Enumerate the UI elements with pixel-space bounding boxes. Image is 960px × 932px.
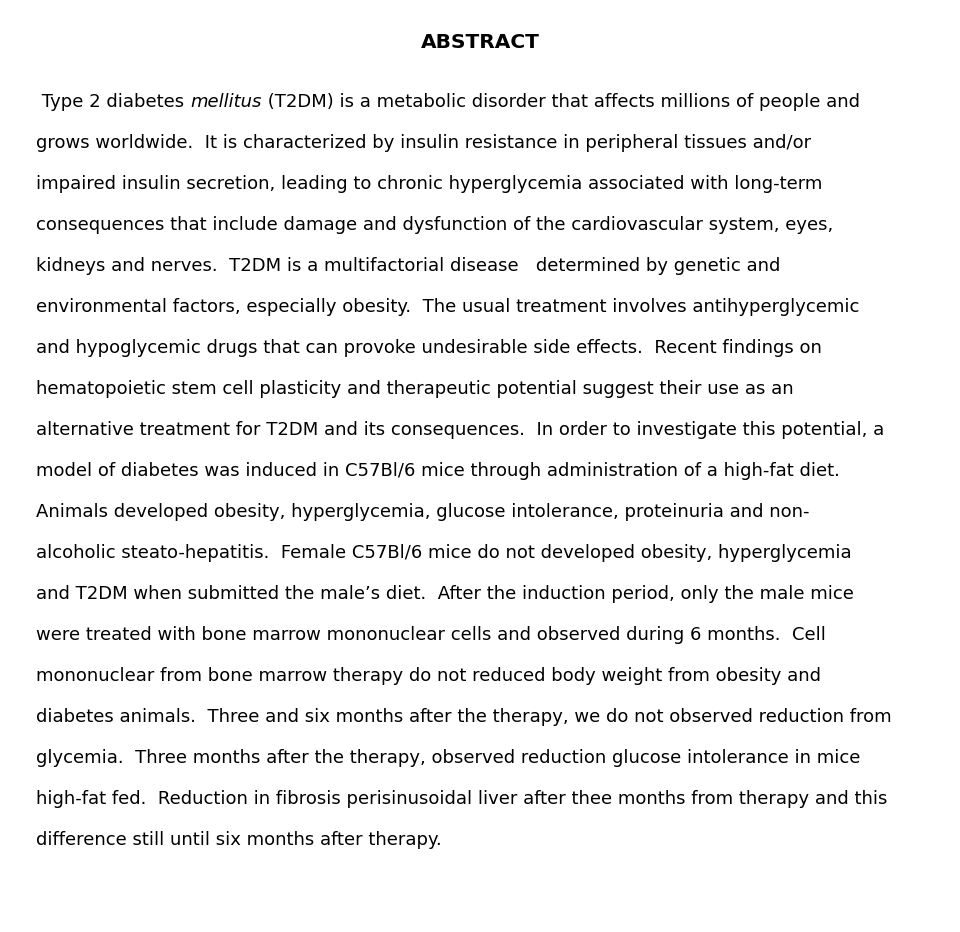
Text: diabetes animals.  Three and six months after the therapy, we do not observed re: diabetes animals. Three and six months a… [36,708,892,726]
Text: environmental factors, especially obesity.  The usual treatment involves antihyp: environmental factors, especially obesit… [36,298,860,316]
Text: high-fat fed.  Reduction in fibrosis perisinusoidal liver after thee months from: high-fat fed. Reduction in fibrosis peri… [36,790,888,808]
Text: were treated with bone marrow mononuclear cells and observed during 6 months.  C: were treated with bone marrow mononuclea… [36,626,827,644]
Text: kidneys and nerves.  T2DM is a multifactorial disease   determined by genetic an: kidneys and nerves. T2DM is a multifacto… [36,257,780,275]
Text: alternative treatment for T2DM and its consequences.  In order to investigate th: alternative treatment for T2DM and its c… [36,421,885,439]
Text: hematopoietic stem cell plasticity and therapeutic potential suggest their use a: hematopoietic stem cell plasticity and t… [36,380,794,398]
Text: consequences that include damage and dysfunction of the cardiovascular system, e: consequences that include damage and dys… [36,216,833,234]
Text: difference still until six months after therapy.: difference still until six months after … [36,831,443,849]
Text: mellitus: mellitus [190,93,262,111]
Text: and hypoglycemic drugs that can provoke undesirable side effects.  Recent findin: and hypoglycemic drugs that can provoke … [36,339,823,357]
Text: impaired insulin secretion, leading to chronic hyperglycemia associated with lon: impaired insulin secretion, leading to c… [36,175,823,193]
Text: ABSTRACT: ABSTRACT [420,33,540,51]
Text: mononuclear from bone marrow therapy do not reduced body weight from obesity and: mononuclear from bone marrow therapy do … [36,667,822,685]
Text: (T2DM) is a metabolic disorder that affects millions of people and: (T2DM) is a metabolic disorder that affe… [262,93,860,111]
Text: alcoholic steato-hepatitis.  Female C57Bl/6 mice do not developed obesity, hyper: alcoholic steato-hepatitis. Female C57Bl… [36,544,852,562]
Text: glycemia.  Three months after the therapy, observed reduction glucose intoleranc: glycemia. Three months after the therapy… [36,749,861,767]
Text: Type 2 diabetes: Type 2 diabetes [36,93,190,111]
Text: grows worldwide.  It is characterized by insulin resistance in peripheral tissue: grows worldwide. It is characterized by … [36,134,811,152]
Text: Animals developed obesity, hyperglycemia, glucose intolerance, proteinuria and n: Animals developed obesity, hyperglycemia… [36,503,810,521]
Text: model of diabetes was induced in C57Bl/6 mice through administration of a high-f: model of diabetes was induced in C57Bl/6… [36,462,840,480]
Text: and T2DM when submitted the male’s diet.  After the induction period, only the m: and T2DM when submitted the male’s diet.… [36,585,854,603]
